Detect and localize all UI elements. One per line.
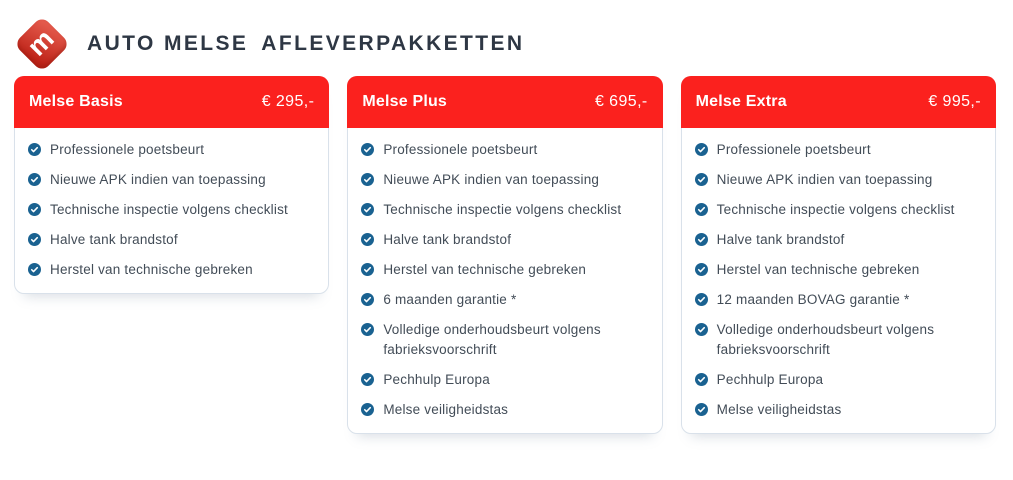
brand-header: m AUTO MELSE AFLEVERPAKKETTEN [0, 0, 1013, 76]
pricing-card: Melse Plus € 695,- Professionele poetsbe… [347, 76, 663, 434]
feature-item: Technische inspectie volgens checklist [361, 195, 645, 225]
pricing-cards: Melse Basis € 295,- Professionele poetsb… [0, 76, 1013, 434]
feature-text: Professionele poetsbeurt [383, 142, 538, 157]
feature-item: Professionele poetsbeurt [694, 135, 979, 165]
feature-item: Nieuwe APK indien van toepassing [361, 165, 645, 195]
feature-text: Halve tank brandstof [716, 232, 845, 247]
feature-item: Volledige onderhoudsbeurt volgens fabrie… [694, 315, 979, 365]
feature-text: Melse veiligheidstas [383, 402, 509, 417]
check-circle-icon [361, 403, 375, 416]
check-circle-icon [28, 173, 41, 186]
feature-item: Pechhulp Europa [361, 365, 645, 395]
feature-item: Halve tank brandstof [694, 225, 979, 255]
card-price: € 695,- [595, 93, 648, 110]
check-circle-icon [694, 143, 708, 156]
feature-text: Volledige onderhoudsbeurt volgens fabrie… [383, 322, 601, 357]
check-circle-icon [694, 263, 708, 276]
feature-text: 6 maanden garantie * [383, 292, 517, 307]
check-circle-icon [361, 203, 375, 216]
feature-item: 6 maanden garantie * [361, 285, 645, 315]
logo-letter: m [21, 23, 60, 62]
card-header: Melse Plus € 695,- [347, 76, 663, 128]
page-title: AUTO MELSE AFLEVERPAKKETTEN [87, 32, 524, 56]
check-circle-icon [694, 323, 708, 336]
feature-item: Herstel van technische gebreken [361, 255, 645, 285]
feature-text: Technische inspectie volgens checklist [50, 202, 288, 217]
check-circle-icon [694, 373, 708, 386]
feature-item: Melse veiligheidstas [694, 395, 979, 425]
feature-text: Melse veiligheidstas [716, 402, 842, 417]
card-title: Melse Extra [695, 93, 787, 110]
feature-list: Professionele poetsbeurt Nieuwe APK indi… [15, 128, 328, 293]
feature-item: Nieuwe APK indien van toepassing [28, 165, 312, 195]
feature-list: Professionele poetsbeurt Nieuwe APK indi… [682, 128, 995, 433]
feature-text: 12 maanden BOVAG garantie * [716, 292, 910, 307]
feature-list: Professionele poetsbeurt Nieuwe APK indi… [348, 128, 661, 433]
feature-item: Technische inspectie volgens checklist [28, 195, 312, 225]
feature-text: Nieuwe APK indien van toepassing [383, 172, 600, 187]
check-circle-icon [28, 143, 41, 156]
feature-text: Herstel van technische gebreken [50, 262, 253, 277]
pricing-card: Melse Extra € 995,- Professionele poetsb… [680, 76, 996, 434]
feature-text: Pechhulp Europa [383, 372, 490, 387]
check-circle-icon [28, 203, 41, 216]
feature-text: Professionele poetsbeurt [50, 142, 205, 157]
feature-text: Herstel van technische gebreken [383, 262, 587, 277]
feature-item: Technische inspectie volgens checklist [694, 195, 979, 225]
check-circle-icon [28, 263, 41, 276]
check-circle-icon [361, 233, 375, 246]
card-title: Melse Plus [362, 93, 448, 110]
feature-item: 12 maanden BOVAG garantie * [694, 285, 979, 315]
page-title-part2: AFLEVERPAKKETTEN [261, 32, 525, 55]
feature-text: Volledige onderhoudsbeurt volgens fabrie… [716, 322, 935, 357]
feature-item: Pechhulp Europa [694, 365, 979, 395]
feature-item: Herstel van technische gebreken [694, 255, 979, 285]
check-circle-icon [361, 173, 375, 186]
feature-item: Professionele poetsbeurt [28, 135, 312, 165]
feature-text: Halve tank brandstof [383, 232, 512, 247]
check-circle-icon [361, 323, 375, 336]
check-circle-icon [361, 293, 375, 306]
pricing-card: Melse Basis € 295,- Professionele poetsb… [14, 76, 330, 294]
feature-text: Herstel van technische gebreken [716, 262, 920, 277]
feature-text: Technische inspectie volgens checklist [383, 202, 622, 217]
feature-text: Professionele poetsbeurt [716, 142, 871, 157]
feature-item: Nieuwe APK indien van toepassing [694, 165, 979, 195]
page-title-part1: AUTO MELSE [87, 32, 249, 55]
card-header: Melse Basis € 295,- [14, 76, 330, 128]
check-circle-icon [361, 143, 375, 156]
check-circle-icon [28, 233, 41, 246]
check-circle-icon [694, 233, 708, 246]
card-price: € 995,- [928, 93, 981, 110]
card-price: € 295,- [261, 93, 315, 110]
feature-item: Halve tank brandstof [361, 225, 645, 255]
card-title: Melse Basis [29, 93, 123, 110]
check-circle-icon [361, 373, 375, 386]
card-header: Melse Extra € 995,- [680, 76, 996, 128]
feature-item: Volledige onderhoudsbeurt volgens fabrie… [361, 315, 645, 365]
check-circle-icon [694, 173, 708, 186]
check-circle-icon [361, 263, 375, 276]
feature-text: Nieuwe APK indien van toepassing [50, 172, 266, 187]
feature-text: Pechhulp Europa [716, 372, 824, 387]
feature-item: Melse veiligheidstas [361, 395, 645, 425]
feature-text: Technische inspectie volgens checklist [716, 202, 955, 217]
feature-item: Herstel van technische gebreken [28, 255, 312, 285]
check-circle-icon [694, 203, 708, 216]
feature-text: Nieuwe APK indien van toepassing [716, 172, 933, 187]
feature-item: Halve tank brandstof [28, 225, 312, 255]
auto-melse-logo: m [13, 15, 71, 73]
check-circle-icon [694, 403, 708, 416]
check-circle-icon [694, 293, 708, 306]
feature-text: Halve tank brandstof [50, 232, 178, 247]
feature-item: Professionele poetsbeurt [361, 135, 645, 165]
